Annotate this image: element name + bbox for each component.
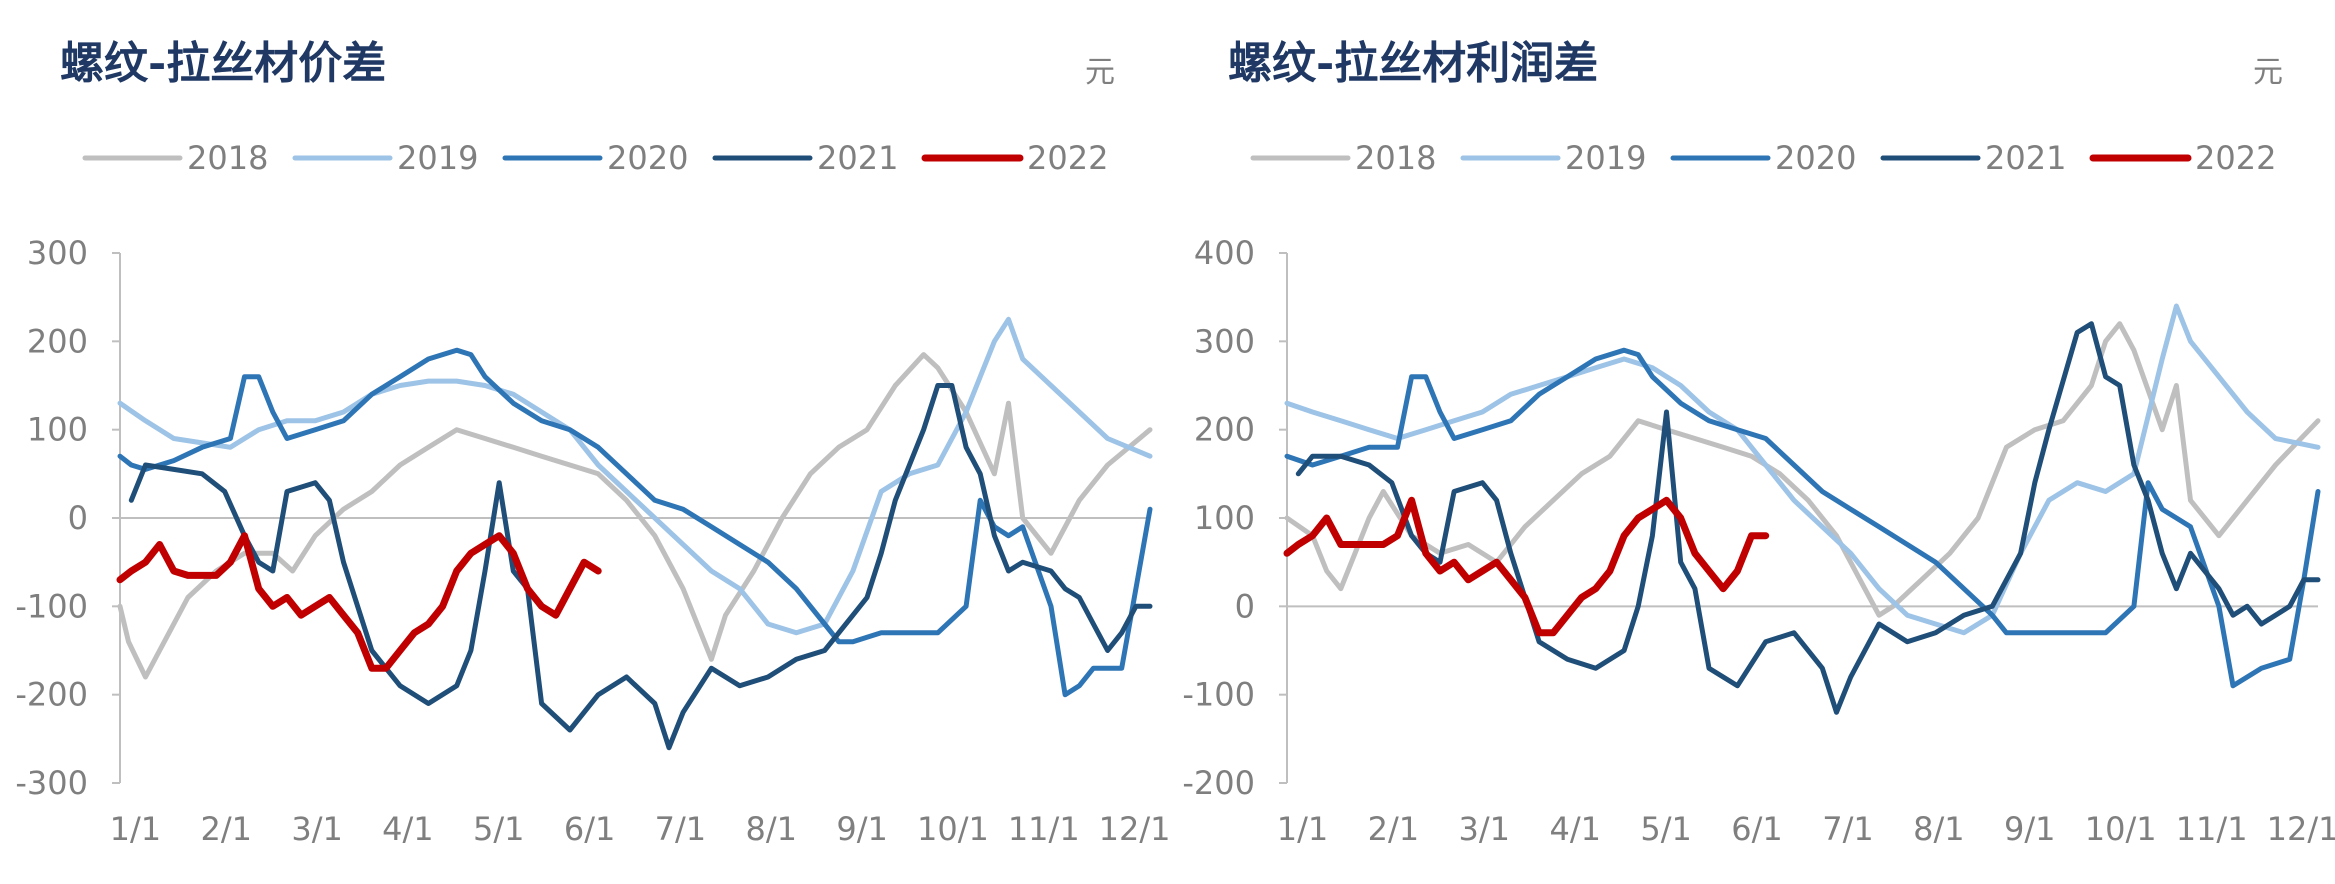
legend-label: 2022 [1027, 139, 1108, 177]
x-tick-label: 2/1 [1368, 810, 1420, 848]
legend-label: 2019 [397, 139, 478, 177]
price-spread-chart: 螺纹-拉丝材价差 元 2018 2019 2020 2021 2022 -300 -200… [15, 38, 1170, 848]
y-tick-label: -200 [15, 676, 88, 714]
legend-label: 2018 [1355, 139, 1436, 177]
x-tick-label: 9/1 [836, 810, 888, 848]
y-tick-label: -100 [15, 587, 88, 625]
legend-item-2021: 2021 [712, 139, 898, 177]
y-tick-label: 300 [1194, 322, 1255, 360]
series-line-2018 [117, 352, 1153, 680]
x-tick-label: 6/1 [1731, 810, 1783, 848]
chart-title: 螺纹-拉丝材价差 [60, 38, 386, 89]
legend-label: 2020 [1775, 139, 1856, 177]
legend-item-2020: 2020 [502, 139, 688, 177]
x-tick-label: 3/1 [1459, 810, 1511, 848]
unit-label: 元 [1085, 55, 1115, 90]
y-tick-label: 400 [1194, 234, 1255, 272]
x-tick-label: 4/1 [382, 810, 434, 848]
legend-label: 2021 [817, 139, 898, 177]
legend-item-2019: 2019 [292, 139, 478, 177]
x-tick-label: 8/1 [746, 810, 798, 848]
x-tick-label: 2/1 [201, 810, 253, 848]
x-tick-label: 11/1 [2176, 810, 2248, 848]
series-line-2022 [1283, 496, 1770, 637]
x-tick-label: 1/1 [1277, 810, 1329, 848]
x-tick-label: 5/1 [1640, 810, 1692, 848]
chart-title: 螺纹-拉丝材利润差 [1228, 38, 1598, 89]
x-tick-label: 1/1 [110, 810, 162, 848]
series-line-2019 [1284, 303, 2321, 636]
series-line-2022 [116, 532, 602, 672]
x-tick-label: 7/1 [1822, 810, 1874, 848]
x-tick-label: 10/1 [2085, 810, 2157, 848]
legend-label: 2021 [1985, 139, 2066, 177]
legend-item-2022: 2022 [2089, 139, 2276, 177]
x-tick-label: 11/1 [1008, 810, 1080, 848]
legend-label: 2020 [607, 139, 688, 177]
axes: -200 -100 0 100 200 300 400 1/1 2/1 3/1 4/1 5/1 6/1 7… [1182, 234, 2335, 848]
x-tick-label: 12/1 [2267, 810, 2335, 848]
legend-item-2018: 2018 [1250, 139, 1436, 177]
x-tick-label: 3/1 [291, 810, 343, 848]
legend: 2018 2019 2020 2021 2022 [1250, 139, 2276, 177]
y-tick-label: 0 [68, 499, 88, 537]
legend-item-2021: 2021 [1880, 139, 2066, 177]
x-tick-label: 5/1 [473, 810, 525, 848]
axes: -300 -200 -100 0 100 200 300 1/1 2/1 3/1 4/1 5/1 6/1… [15, 234, 1170, 848]
unit-label: 元 [2253, 55, 2283, 90]
y-tick-label: 100 [1194, 499, 1255, 537]
profit-spread-chart: 螺纹-拉丝材利润差 元 2018 2019 2020 2021 2022 -200 -10… [1182, 38, 2335, 848]
legend-label: 2019 [1565, 139, 1646, 177]
y-tick-label: -100 [1182, 676, 1255, 714]
y-tick-label: 100 [27, 411, 88, 449]
x-tick-label: 8/1 [1913, 810, 1965, 848]
x-tick-label: 9/1 [2004, 810, 2056, 848]
series-line-2019 [117, 316, 1153, 636]
series-line-2021 [1295, 321, 2321, 715]
y-tick-label: 300 [27, 234, 88, 272]
series-layer [1283, 303, 2321, 715]
x-tick-label: 7/1 [655, 810, 707, 848]
y-tick-label: -300 [15, 764, 88, 802]
y-tick-label: 0 [1235, 587, 1255, 625]
x-tick-label: 6/1 [564, 810, 616, 848]
y-tick-label: 200 [27, 322, 88, 360]
series-layer [116, 316, 1153, 751]
x-tick-label: 4/1 [1549, 810, 1601, 848]
y-tick-label: -200 [1182, 764, 1255, 802]
series-line-2020 [1284, 347, 2321, 689]
y-tick-label: 200 [1194, 411, 1255, 449]
legend-item-2018: 2018 [82, 139, 268, 177]
legend-label: 2022 [2195, 139, 2276, 177]
legend: 2018 2019 2020 2021 2022 [82, 139, 1108, 177]
legend-label: 2018 [187, 139, 268, 177]
x-tick-label: 10/1 [917, 810, 989, 848]
legend-item-2022: 2022 [921, 139, 1108, 177]
legend-item-2020: 2020 [1670, 139, 1856, 177]
x-tick-label: 12/1 [1099, 810, 1171, 848]
series-line-2021 [128, 383, 1153, 751]
series-line-2020 [117, 347, 1153, 698]
legend-item-2019: 2019 [1460, 139, 1646, 177]
